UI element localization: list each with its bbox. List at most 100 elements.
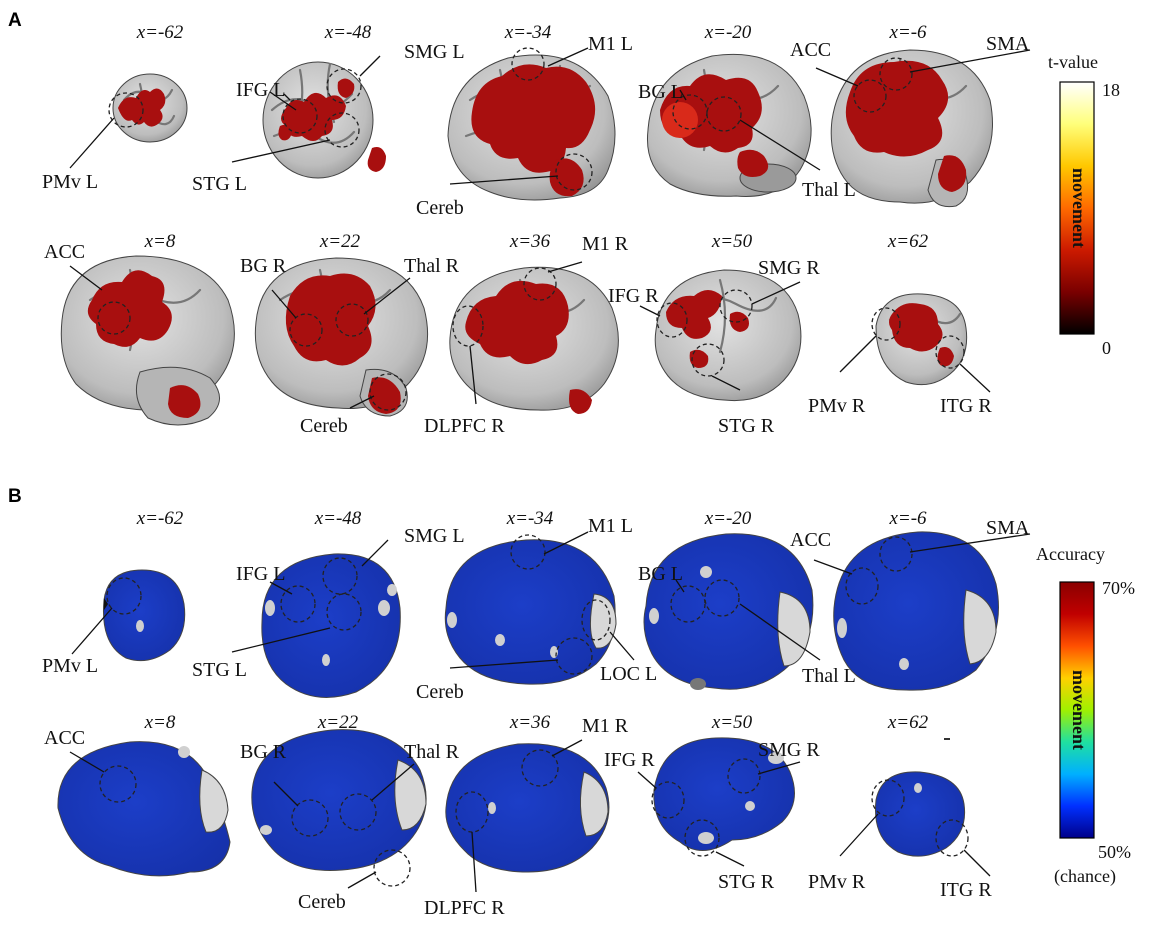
brain-slice-b7 bbox=[251, 729, 427, 871]
slice-coord: x=-62 bbox=[136, 508, 184, 529]
brain-slice-a1 bbox=[112, 73, 188, 143]
roi-ring bbox=[845, 567, 879, 605]
roi-ring bbox=[672, 94, 708, 130]
slice-coord: x=22 bbox=[317, 712, 359, 733]
slice-coord: x=-20 bbox=[704, 22, 752, 43]
roi-ring bbox=[339, 793, 377, 831]
roi-ring bbox=[99, 765, 137, 803]
region-label: SMG R bbox=[758, 257, 820, 279]
region-label: IFG L bbox=[236, 563, 285, 585]
roi-ring bbox=[871, 307, 901, 341]
region-label: ITG R bbox=[940, 879, 992, 901]
region-label: BG R bbox=[240, 741, 287, 763]
roi-ring bbox=[108, 92, 144, 128]
brain-slice-a7 bbox=[254, 257, 429, 417]
brain-slice-b2 bbox=[261, 553, 401, 698]
roi-ring bbox=[322, 557, 358, 595]
region-label: PMv L bbox=[42, 655, 98, 677]
colorbar-max: 70% bbox=[1102, 578, 1135, 598]
region-label: Cereb bbox=[416, 681, 464, 703]
roi-ring bbox=[879, 536, 913, 572]
slice-coord: x=-6 bbox=[888, 508, 927, 529]
region-label: ACC bbox=[790, 529, 831, 551]
panel-label-a: A bbox=[8, 10, 22, 31]
slice-coord: x=8 bbox=[144, 231, 176, 252]
colorbar-min: 0 bbox=[1102, 338, 1111, 358]
region-label: M1 R bbox=[582, 233, 629, 255]
roi-ring bbox=[326, 68, 362, 104]
region-label: SMG L bbox=[404, 41, 465, 63]
roi-ring bbox=[706, 96, 742, 132]
region-label: STG R bbox=[718, 415, 775, 437]
colorbar-min-note: (chance) bbox=[1054, 866, 1116, 887]
slice-coord: x=-62 bbox=[136, 22, 184, 43]
roi-ring bbox=[670, 585, 706, 623]
roi-ring bbox=[871, 779, 905, 817]
region-label: DLPFC R bbox=[424, 897, 505, 919]
roi-ring bbox=[106, 577, 142, 615]
region-label: Thal R bbox=[404, 255, 460, 277]
roi-ring bbox=[879, 57, 913, 91]
colorbar-max: 18 bbox=[1102, 80, 1120, 100]
roi-ring bbox=[555, 153, 593, 191]
brain-slice-a10 bbox=[875, 293, 968, 386]
region-label: PMv R bbox=[808, 395, 866, 417]
region-label: STG L bbox=[192, 659, 247, 681]
region-label: BG L bbox=[638, 563, 683, 585]
colorbar-gradient bbox=[1059, 581, 1095, 839]
roi-ring bbox=[935, 335, 965, 369]
roi-ring bbox=[289, 313, 323, 347]
colorbar-label: movement bbox=[1069, 168, 1089, 248]
roi-ring bbox=[326, 593, 362, 631]
roi-ring bbox=[853, 79, 887, 113]
panel-label-b: B bbox=[8, 486, 22, 507]
region-label: M1 R bbox=[582, 715, 629, 737]
roi-ring bbox=[324, 112, 360, 148]
roi-ring bbox=[651, 781, 685, 819]
region-label: IFG R bbox=[608, 285, 659, 307]
region-label: Thal L bbox=[802, 665, 856, 687]
roi-ring bbox=[691, 343, 725, 377]
roi-ring bbox=[510, 534, 546, 570]
brain-slice-b6 bbox=[57, 741, 231, 877]
region-label: ACC bbox=[44, 241, 85, 263]
slice-coord: x=8 bbox=[144, 712, 176, 733]
roi-ring bbox=[452, 305, 484, 347]
roi-ring bbox=[373, 849, 411, 887]
region-label: M1 L bbox=[588, 515, 633, 537]
colorbar-title: t-value bbox=[1048, 52, 1098, 72]
slice-coord: x=-48 bbox=[324, 22, 372, 43]
roi-ring bbox=[97, 301, 131, 335]
region-label: STG R bbox=[718, 871, 775, 893]
region-label: ITG R bbox=[940, 395, 992, 417]
brain-slice-a4 bbox=[646, 53, 812, 197]
roi-ring bbox=[704, 579, 740, 617]
roi-ring bbox=[523, 267, 557, 301]
brain-slice-b9 bbox=[653, 737, 795, 851]
region-label: Thal L bbox=[802, 179, 856, 201]
brain-slice-b1 bbox=[102, 569, 186, 662]
brain-slice-a8 bbox=[449, 266, 619, 414]
brain-slice-a3 bbox=[447, 54, 616, 201]
region-label: BG R bbox=[240, 255, 287, 277]
slice-coord: x=22 bbox=[319, 231, 361, 252]
region-label: LOC L bbox=[600, 663, 657, 685]
brain-slice-b4 bbox=[643, 533, 814, 690]
colorbar-a: t-value 18 0 movement bbox=[1048, 52, 1120, 358]
slice-coord: x=-48 bbox=[314, 508, 362, 529]
roi-ring bbox=[511, 47, 545, 81]
roi-ring bbox=[335, 303, 369, 337]
region-label: IFG L bbox=[236, 79, 285, 101]
slice-coord: x=-20 bbox=[704, 508, 752, 529]
roi-ring bbox=[369, 373, 407, 411]
region-label: Cereb bbox=[416, 197, 464, 219]
roi-ring bbox=[291, 799, 329, 837]
roi-ring bbox=[282, 98, 318, 134]
region-label: SMG L bbox=[404, 525, 465, 547]
region-label: ACC bbox=[44, 727, 85, 749]
roi-ring bbox=[684, 819, 720, 857]
brain-slice-b5 bbox=[833, 531, 999, 691]
brain-slice-a9 bbox=[654, 269, 802, 402]
panel-b-slices: x=-62 x=-48 x=-34 x=-20 x=-6 x=8 x=22 x=… bbox=[42, 508, 1031, 919]
